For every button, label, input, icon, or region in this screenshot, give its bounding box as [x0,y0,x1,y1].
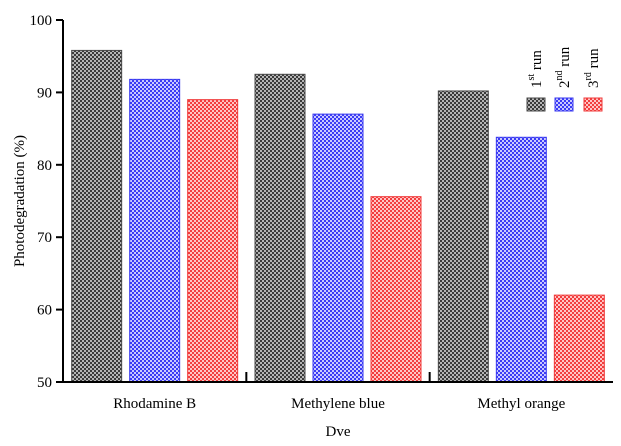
bar-0-2 [187,99,239,383]
y-tick-label: 100 [30,13,53,29]
x-ticks-layer: Rhodamine B Methylene blue Methyl orange [113,372,566,412]
x-axis-title: Dve [326,424,351,440]
bar-1-0 [254,73,306,383]
y-tick-label: 50 [37,375,52,391]
y-tick-label: 90 [37,85,52,101]
legend-swatch [554,97,574,112]
bar-0-0 [71,49,123,383]
bar-1-1 [312,113,364,383]
legend-label: 2nd run [554,46,573,88]
bar-0-1 [129,78,181,383]
bar-1-2 [370,196,422,383]
x-category-label: Methyl orange [477,396,565,412]
x-category-label: Methylene blue [291,396,385,412]
bar-2-2 [553,294,605,383]
bar-2-1 [495,136,547,383]
bars-layer [71,49,605,383]
legend: 1st run 2nd run 3rd run [526,46,603,112]
legend-swatch [583,97,603,112]
legend-label: 1st run [526,50,545,88]
y-axis-title: Photodegradation (%) [12,135,28,267]
legend-label: 3rd run [583,48,602,88]
y-tick-label: 80 [37,158,52,174]
bar-2-0 [437,90,489,383]
y-tick-label: 70 [37,230,52,246]
y-tick-label: 60 [37,303,52,319]
y-ticks-layer: 50 60 70 80 90 100 [30,13,63,391]
legend-swatch [526,97,546,112]
x-category-label: Rhodamine B [113,396,196,412]
